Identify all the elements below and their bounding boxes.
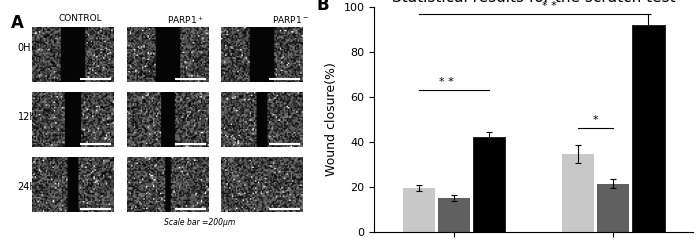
Text: CONTROL: CONTROL <box>59 14 102 23</box>
Text: Scale bar =200μm: Scale bar =200μm <box>164 218 235 227</box>
Y-axis label: Wound closure(%): Wound closure(%) <box>325 63 338 176</box>
Bar <box>473 137 505 232</box>
Bar <box>597 184 629 232</box>
Bar <box>402 188 435 232</box>
Bar <box>562 154 594 232</box>
Bar <box>632 25 664 232</box>
Bar <box>438 198 470 232</box>
Text: * *: * * <box>542 0 557 11</box>
Text: 0H: 0H <box>18 43 31 53</box>
Text: B: B <box>317 0 330 14</box>
Text: PARP1$^-$: PARP1$^-$ <box>272 14 309 25</box>
Text: A: A <box>10 14 23 32</box>
Text: 24H: 24H <box>18 182 37 192</box>
Text: *: * <box>593 115 598 125</box>
Text: * *: * * <box>439 77 454 87</box>
Text: 12H: 12H <box>18 112 37 122</box>
Title: Statistical results for the scratch test: Statistical results for the scratch test <box>392 0 676 5</box>
Text: PARP1$^+$: PARP1$^+$ <box>167 14 204 26</box>
